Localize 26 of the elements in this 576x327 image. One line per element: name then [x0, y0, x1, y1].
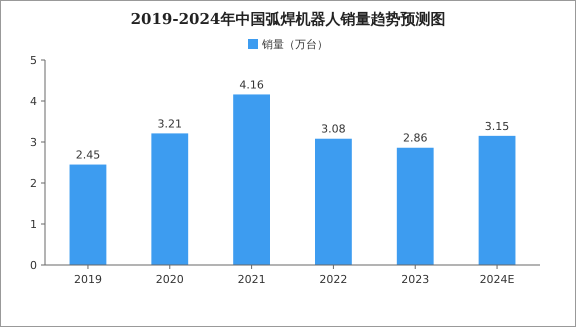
- chart-title: 2019-2024年中国弧焊机器人销量趋势预测图: [130, 10, 446, 28]
- y-tick-label: 1: [30, 218, 37, 231]
- y-tick-label: 5: [30, 54, 37, 67]
- x-tick-label: 2020: [156, 273, 184, 286]
- bar: [396, 148, 434, 265]
- y-tick-label: 4: [30, 95, 37, 108]
- legend-label: 销量（万台）: [261, 38, 328, 51]
- data-label: 3.21: [158, 117, 182, 130]
- data-label: 3.15: [484, 120, 510, 133]
- data-label: 4.16: [239, 78, 264, 92]
- bar: [315, 138, 352, 265]
- y-tick-label: 0: [30, 259, 37, 272]
- y-tick-label: 2: [30, 177, 37, 190]
- x-tick-label: 2023: [401, 273, 430, 286]
- data-label: 3.08: [321, 122, 346, 136]
- bar: [151, 133, 188, 265]
- bar: [233, 94, 270, 265]
- x-tick-label: 2021: [238, 273, 266, 286]
- bar: [478, 136, 516, 265]
- data-label: 2.86: [402, 132, 428, 145]
- y-tick-label: 3: [30, 136, 37, 149]
- data-label: 2.45: [76, 148, 100, 162]
- bar: [70, 164, 106, 265]
- x-tick-label: 2019: [74, 273, 102, 286]
- x-tick-label: 2024E: [480, 273, 515, 286]
- x-tick-label: 2022: [319, 273, 348, 286]
